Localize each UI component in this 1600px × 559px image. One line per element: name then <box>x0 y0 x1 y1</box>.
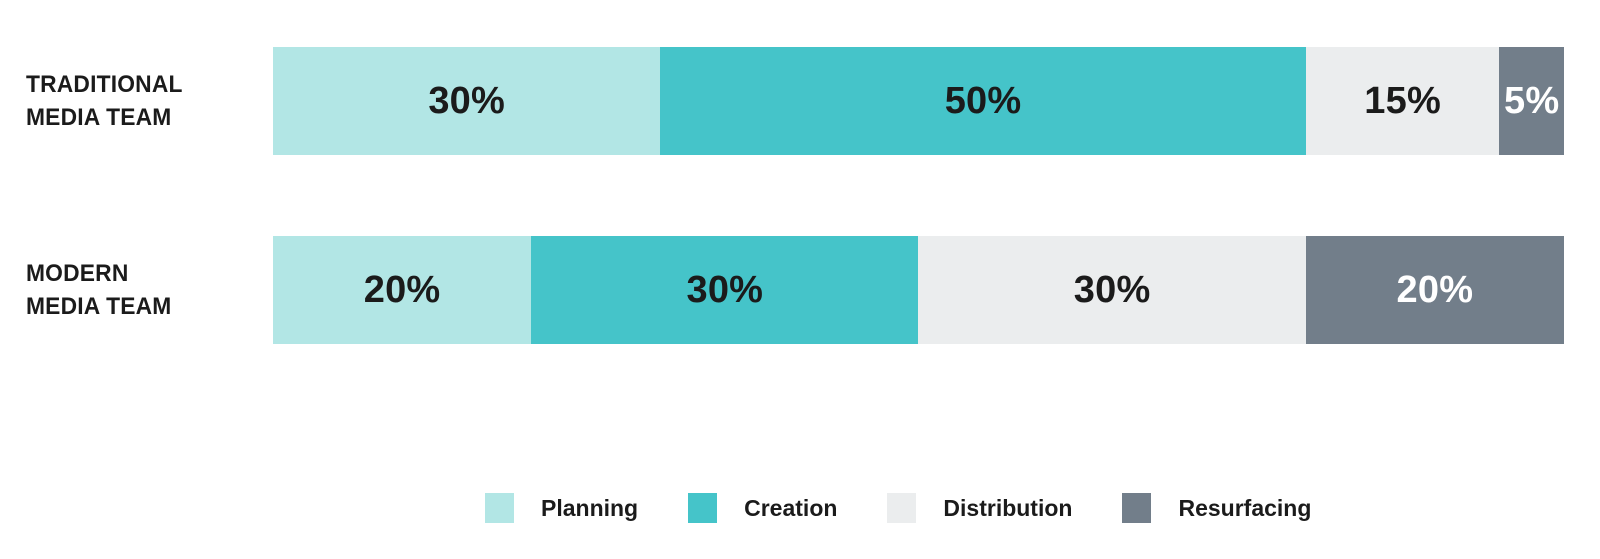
bar-segment-planning: 30% <box>273 47 661 155</box>
segment-value-label: 5% <box>1504 79 1560 122</box>
legend-item-distribution: Distribution <box>887 493 1072 523</box>
row-label: TRADITIONAL MEDIA TEAM <box>0 47 273 155</box>
bar-segment-resurfacing: 5% <box>1499 47 1564 155</box>
row-label-line: MEDIA TEAM <box>26 104 172 131</box>
segment-value-label: 50% <box>944 79 1022 122</box>
bar-row: MODERN MEDIA TEAM 20% 30% 30% 20% <box>0 236 1564 344</box>
segment-value-label: 20% <box>1396 268 1474 311</box>
legend-item-creation: Creation <box>688 493 837 523</box>
bar-segment-creation: 50% <box>660 47 1306 155</box>
legend: Planning Creation Distribution Resurfacing <box>485 493 1311 523</box>
legend-label: Planning <box>541 494 639 521</box>
segment-value-label: 20% <box>363 268 441 311</box>
bar-row: TRADITIONAL MEDIA TEAM 30% 50% 15% 5% <box>0 47 1564 155</box>
legend-swatch-resurfacing <box>1122 493 1152 523</box>
legend-label: Distribution <box>943 494 1073 521</box>
legend-swatch-distribution <box>887 493 917 523</box>
legend-swatch-planning <box>485 493 514 523</box>
legend-item-planning: Planning <box>485 493 638 523</box>
row-label: MODERN MEDIA TEAM <box>0 236 273 344</box>
segment-value-label: 30% <box>686 268 764 311</box>
bar-segment-distribution: 15% <box>1305 47 1500 155</box>
segment-value-label: 30% <box>1073 268 1151 311</box>
bar-rows: TRADITIONAL MEDIA TEAM 30% 50% 15% 5% MODERN ME… <box>0 47 1564 425</box>
legend-item-resurfacing: Resurfacing <box>1122 493 1311 523</box>
legend-label: Creation <box>744 494 838 521</box>
stacked-bar: 20% 30% 30% 20% <box>273 236 1564 344</box>
bar-segment-creation: 30% <box>531 236 919 344</box>
bar-segment-planning: 20% <box>273 236 532 344</box>
legend-swatch-creation <box>688 493 718 523</box>
segment-value-label: 15% <box>1364 79 1441 122</box>
bar-segment-resurfacing: 20% <box>1305 236 1564 344</box>
row-label-line: MEDIA TEAM <box>26 293 172 320</box>
row-label-line: TRADITIONAL <box>26 71 183 98</box>
legend-label: Resurfacing <box>1178 494 1312 521</box>
row-label-line: MODERN <box>26 260 129 287</box>
segment-value-label: 30% <box>428 79 505 122</box>
stacked-bar: 30% 50% 15% 5% <box>273 47 1564 155</box>
bar-segment-distribution: 30% <box>918 236 1306 344</box>
